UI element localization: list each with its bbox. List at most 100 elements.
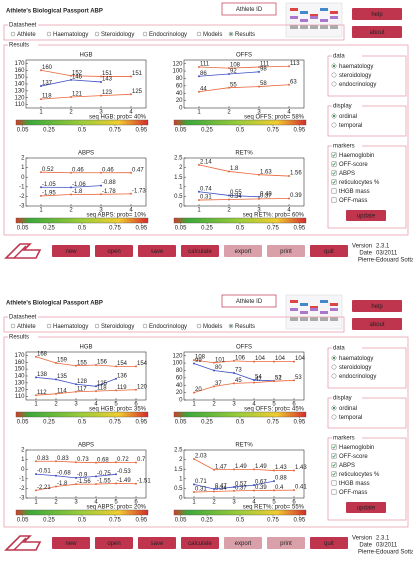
option-label[interactable]: steroidology <box>339 73 371 79</box>
tab-label[interactable]: Athlete <box>17 32 36 38</box>
option-label[interactable]: tHGB mass <box>339 481 370 487</box>
tab-label[interactable]: Results <box>235 324 255 330</box>
button[interactable] <box>346 502 386 513</box>
button[interactable] <box>267 245 305 257</box>
option-label[interactable]: endocrinology <box>339 374 376 380</box>
tab-label[interactable]: Steroidology <box>101 324 134 330</box>
button-label[interactable]: open <box>107 541 120 547</box>
button-label[interactable]: update <box>357 506 376 512</box>
checkbox[interactable] <box>331 188 337 194</box>
button-label[interactable]: calculate <box>188 249 212 255</box>
option-label[interactable]: reticulocytes % <box>339 472 380 478</box>
button[interactable] <box>310 245 348 257</box>
button[interactable] <box>52 537 90 549</box>
button[interactable] <box>224 537 262 549</box>
tab-radio[interactable] <box>142 31 148 37</box>
button-label[interactable]: help <box>371 304 383 310</box>
button-label[interactable]: help <box>371 12 383 18</box>
button[interactable] <box>52 245 90 257</box>
option-label[interactable]: OFF-score <box>339 162 368 168</box>
radio[interactable] <box>331 364 337 370</box>
button-label[interactable]: save <box>151 541 164 547</box>
checkbox[interactable] <box>331 179 337 185</box>
radio[interactable] <box>331 373 337 379</box>
button-label[interactable]: open <box>107 249 120 255</box>
button[interactable] <box>267 537 305 549</box>
checkbox[interactable] <box>331 152 337 158</box>
option-label[interactable]: OFF-mass <box>339 198 367 204</box>
tab-label[interactable]: Haematology <box>53 32 88 38</box>
option-label[interactable]: Haemoglobin <box>339 445 374 451</box>
option-label[interactable]: haematology <box>339 64 373 70</box>
button[interactable] <box>138 245 176 257</box>
tab-label[interactable]: Haematology <box>53 324 88 330</box>
button[interactable] <box>346 210 386 221</box>
radio[interactable] <box>331 122 337 128</box>
option-label[interactable]: reticulocytes % <box>339 180 380 186</box>
checkbox[interactable] <box>331 444 337 450</box>
tab-radio[interactable] <box>10 31 16 37</box>
button[interactable] <box>352 8 402 20</box>
tab-radio[interactable] <box>10 323 16 329</box>
checkbox[interactable] <box>331 471 337 477</box>
tab-label[interactable]: Steroidology <box>101 32 134 38</box>
checkbox[interactable] <box>331 170 337 176</box>
option-label[interactable]: OFF-score <box>339 454 368 460</box>
option-label[interactable]: haematology <box>339 356 373 362</box>
option-label[interactable]: temporal <box>339 415 362 421</box>
radio[interactable] <box>331 72 337 78</box>
tab-radio[interactable] <box>46 323 52 329</box>
button-label[interactable]: quit <box>324 541 334 547</box>
button[interactable] <box>352 318 402 330</box>
option-label[interactable]: temporal <box>339 123 362 129</box>
tab-radio[interactable] <box>196 323 202 329</box>
tab-label[interactable]: Results <box>235 32 255 38</box>
checkbox[interactable] <box>331 489 337 495</box>
option-label[interactable]: tHGB mass <box>339 189 370 195</box>
option-label[interactable]: ABPS <box>339 171 355 177</box>
button-label[interactable]: new <box>65 249 77 255</box>
button[interactable] <box>138 537 176 549</box>
button-label[interactable]: save <box>151 249 164 255</box>
tab-label[interactable]: Models <box>203 32 222 38</box>
tab-label[interactable]: Endocrinology <box>149 324 187 330</box>
button-label[interactable]: print <box>280 541 292 547</box>
option-label[interactable]: ordinal <box>339 406 357 412</box>
tab-label[interactable]: Endocrinology <box>149 32 187 38</box>
radio[interactable] <box>331 414 337 420</box>
tab-radio[interactable] <box>196 31 202 37</box>
tab-radio[interactable] <box>46 31 52 37</box>
tab-label[interactable]: Athlete <box>17 324 36 330</box>
checkbox[interactable] <box>331 480 337 486</box>
button-label[interactable]: calculate <box>188 541 212 547</box>
button[interactable] <box>352 26 402 38</box>
tab-radio[interactable] <box>142 323 148 329</box>
button-label[interactable]: about <box>369 30 384 36</box>
button-label[interactable]: new <box>65 541 77 547</box>
option-label[interactable]: Haemoglobin <box>339 153 374 159</box>
checkbox[interactable] <box>331 197 337 203</box>
button-label[interactable]: update <box>357 214 376 220</box>
checkbox[interactable] <box>331 453 337 459</box>
button[interactable] <box>352 300 402 312</box>
button[interactable] <box>310 537 348 549</box>
tab-radio[interactable] <box>94 31 100 37</box>
checkbox[interactable] <box>331 161 337 167</box>
button[interactable] <box>95 245 133 257</box>
option-label[interactable]: ABPS <box>339 463 355 469</box>
checkbox[interactable] <box>331 462 337 468</box>
option-label[interactable]: OFF-mass <box>339 490 367 496</box>
button[interactable] <box>224 245 262 257</box>
button-label[interactable]: export <box>235 249 252 255</box>
option-label[interactable]: steroidology <box>339 365 371 371</box>
tab-radio[interactable] <box>94 323 100 329</box>
button[interactable] <box>181 245 219 257</box>
button-label[interactable]: print <box>280 249 292 255</box>
option-label[interactable]: ordinal <box>339 114 357 120</box>
button-label[interactable]: about <box>369 322 384 328</box>
radio[interactable] <box>331 81 337 87</box>
button-label[interactable]: export <box>235 541 252 547</box>
button[interactable] <box>181 537 219 549</box>
option-label[interactable]: endocrinology <box>339 82 376 88</box>
button[interactable] <box>95 537 133 549</box>
